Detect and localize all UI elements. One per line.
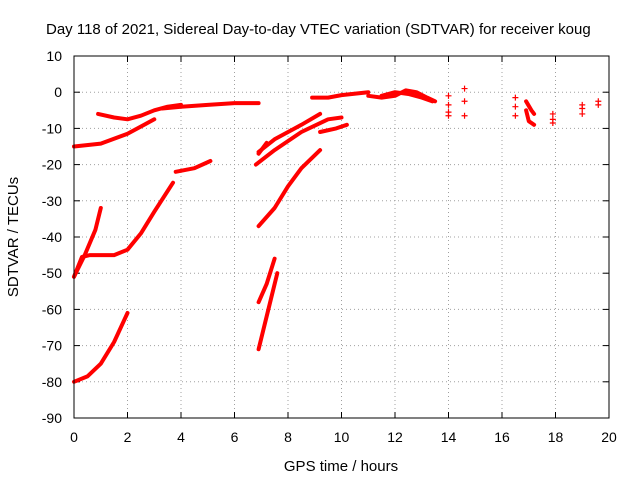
satellite-track-17 [379, 90, 435, 104]
data-series [72, 85, 602, 384]
x-axis-label: GPS time / hours [284, 458, 398, 475]
plus-marker [461, 98, 468, 105]
plus-marker [512, 94, 519, 101]
x-tick-label: 20 [601, 429, 617, 445]
plus-marker [461, 85, 468, 92]
x-tick-label: 16 [494, 429, 510, 445]
plus-marker [549, 119, 556, 126]
satellite-track-6 [173, 159, 213, 174]
x-tick-label: 12 [387, 429, 403, 445]
x-tick-label: 4 [177, 429, 185, 445]
satellite-track-8 [256, 148, 323, 229]
y-tick-label: -60 [42, 301, 62, 317]
satellite-track-13 [256, 271, 280, 352]
satellite-track-9 [253, 115, 344, 167]
satellite-track-7 [160, 101, 261, 111]
chart-title: Day 118 of 2021, Sidereal Day-to-day VTE… [46, 21, 591, 38]
y-axis-label: SDTVAR / TECUs [5, 177, 22, 297]
y-tick-label: -50 [42, 265, 62, 281]
satellite-track-18 [524, 99, 537, 116]
satellite-track-11 [256, 140, 269, 156]
x-tick-label: 8 [284, 429, 292, 445]
satellite-track-12 [256, 256, 277, 305]
y-tick-labels: 10 0 -10 -20 -30 -40 -50 -60 -70 -80 -90 [42, 48, 62, 426]
y-tick-label: -10 [42, 120, 62, 136]
x-tick-label: 10 [334, 429, 350, 445]
satellite-track-15 [310, 90, 371, 100]
plus-marker [595, 101, 602, 108]
plus-marker [549, 110, 556, 117]
satellite-track-3 [72, 180, 175, 279]
y-tick-label: -80 [42, 374, 62, 390]
plus-marker [512, 112, 519, 119]
plus-marker [579, 110, 586, 117]
satellite-track-4 [72, 206, 103, 279]
satellite-track-14 [318, 122, 349, 134]
plus-marker [445, 92, 452, 99]
satellite-track-10 [256, 111, 323, 154]
y-tick-label: -30 [42, 193, 62, 209]
plus-marker [579, 105, 586, 112]
y-tick-label: -40 [42, 229, 62, 245]
x-tick-label: 0 [70, 429, 78, 445]
y-tick-label: -70 [42, 338, 62, 354]
x-tick-label: 6 [231, 429, 239, 445]
x-tick-label: 18 [548, 429, 564, 445]
plus-marker [512, 103, 519, 110]
plus-marker [461, 112, 468, 119]
x-tick-labels: 0 2 4 6 8 10 12 14 16 18 20 [70, 429, 617, 445]
x-tick-label: 2 [124, 429, 132, 445]
y-tick-label: 0 [54, 84, 62, 100]
y-tick-label: -20 [42, 157, 62, 173]
plus-marker [445, 112, 452, 119]
plot-frame [73, 55, 610, 419]
x-tick-label: 14 [441, 429, 457, 445]
satellite-track-2 [72, 311, 130, 384]
satellite-track-19 [524, 108, 537, 127]
y-tick-label: 10 [46, 48, 62, 64]
y-tick-label: -90 [42, 410, 62, 426]
satellite-track-1 [72, 117, 157, 149]
plus-marker [445, 101, 452, 108]
